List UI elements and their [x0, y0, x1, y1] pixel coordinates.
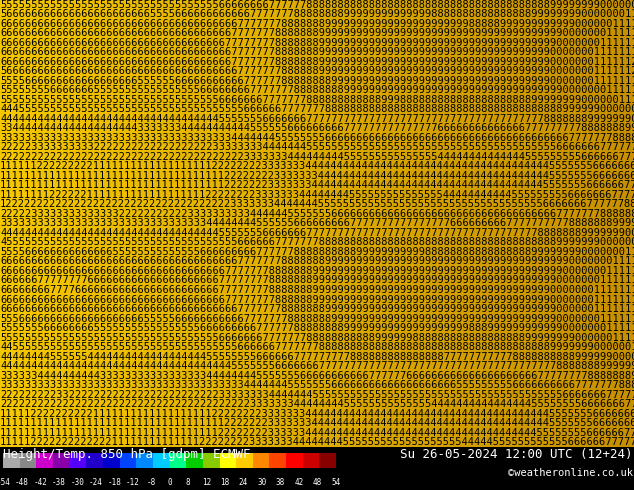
Bar [219, 453, 236, 468]
Text: Su 26-05-2024 12:00 UTC (12+24): Su 26-05-2024 12:00 UTC (12+24) [400, 448, 633, 461]
Bar [153, 453, 170, 468]
Text: 56666666666666666666666666666666666666777777788888899999999999999999999999999999: 5666666666666666666666666666666666666677… [0, 66, 634, 76]
Bar [120, 453, 136, 468]
Text: 54: 54 [332, 478, 340, 487]
Bar [20, 453, 36, 468]
Text: 66666666666666666666666666666666666677777777888888899999999999999999999999999999: 6666666666666666666666666666666666667777… [0, 38, 634, 48]
Bar [170, 453, 186, 468]
Text: 48: 48 [313, 478, 322, 487]
Text: -38: -38 [52, 478, 65, 487]
Text: 33333333333333333333333333333333333334444444555555556666666666666666666666666666: 3333333333333333333333333333333333333444… [0, 133, 634, 143]
Text: 44444444555555444444444444444444455555555666666777777777888888888888888777777777: 4444444455555544444444444444444445555555… [0, 351, 634, 362]
Text: 44444444444444444444444444444444444445555555666666677777777777777777777777777777: 4444444444444444444444444444444444444555… [0, 361, 634, 371]
Text: 22222222222222222222222222222222222222233333334444444445555555555555554444444444: 2222222222222222222222222222222222222223… [0, 152, 634, 162]
Text: 66666666666666666666666666666666666666777777788888889999999999999999999999999999: 6666666666666666666666666666666666666677… [0, 256, 634, 267]
Text: 42: 42 [294, 478, 304, 487]
Text: 44444444444444444444444444444444444555555566666667777777777777777777777777777777: 4444444444444444444444444444444444455555… [0, 228, 634, 238]
Text: ©weatheronline.co.uk: ©weatheronline.co.uk [508, 467, 633, 478]
Text: 33333333333333333333333333333333333333344444445555555666666666666666666665555555: 3333333333333333333333333333333333333334… [0, 380, 634, 390]
Text: -42: -42 [33, 478, 47, 487]
Text: 44555555555555555555555555555555555555666666777777788888888888888888888888888888: 4455555555555555555555555555555555555566… [0, 342, 634, 352]
Bar [236, 453, 253, 468]
Bar [286, 453, 303, 468]
Text: 11111222222222211111111111111111112222222233333334444444444444444444444444444444: 1111122222222221111111111111111111222222… [0, 409, 634, 418]
Text: 55566666666666666666666555556666666666677777778888888999999999999999999999999999: 5556666666666666666666655555666666666667… [0, 314, 634, 323]
Text: -48: -48 [15, 478, 29, 487]
Bar [3, 453, 20, 468]
Text: 44455555555555555555555555555555555555566666677777778888888888888888888888888888: 4445555555555555555555555555555555555556… [0, 104, 634, 114]
Text: 12222222222222222222222222222222222223333333444444455555555555555555555555555555: 1222222222222222222222222222222222222333… [0, 199, 634, 209]
Text: 22222333333333322222222222222222223333333344444445555555555555555555555555555555: 2222233333333332222222222222222222333333… [0, 143, 634, 152]
Text: 33333344444444443333333333333333344444444555555566666666666777777666666666666666: 3333334444444444333333333333333334444444… [0, 370, 634, 381]
Text: 66666677777777666666666666666666666777777778888888999999999999999999999999999999: 6666667777777766666666666666666666677777… [0, 275, 634, 286]
Text: -24: -24 [89, 478, 103, 487]
Bar [253, 453, 269, 468]
Text: Height/Temp. 850 hPa [gdpm] ECMWF: Height/Temp. 850 hPa [gdpm] ECMWF [3, 448, 250, 461]
Bar [103, 453, 120, 468]
Text: 66666666666666666666666666666666666677777778888888999999999999999999999999999999: 6666666666666666666666666666666666667777… [0, 266, 634, 276]
Bar [136, 453, 153, 468]
Text: 11111111111111111111111111111111111122222222333333344444444444444444444444444444: 1111111111111111111111111111111111112222… [0, 171, 634, 181]
Text: 55555555666666655555555555555555666666667777777888888889999999999999999999999999: 5555555566666665555555555555555566666666… [0, 85, 634, 96]
Bar [36, 453, 53, 468]
Text: 24: 24 [239, 478, 248, 487]
Bar [186, 453, 203, 468]
Text: -12: -12 [126, 478, 139, 487]
Text: 12: 12 [202, 478, 211, 487]
Text: 55555555555555555555555555555555555666666667777778888888888888888888888888888888: 5555555555555555555555555555555555566666… [0, 0, 634, 10]
Text: 30: 30 [257, 478, 267, 487]
Text: 55555555555555555555555555555555555666666677777778888888888899999988888888888888: 5555555555555555555555555555555555566666… [0, 333, 634, 343]
Text: 44444444444444444444444444444444444555555566666667777777777777777777777777777777: 4444444444444444444444444444444444455555… [0, 114, 634, 124]
Text: 0: 0 [167, 478, 172, 487]
Text: 11111111111111111111111111111111111222222223333334444444444444444444444444444444: 1111111111111111111111111111111111122222… [0, 428, 634, 438]
Text: 45555555555555555555555555555555555555666666777777788888888888888888888888888888: 4555555555555555555555555555555555555566… [0, 238, 634, 247]
Text: 66666666666666666666666666666666666677777777888888999999999999999999999999999999: 6666666666666666666666666666666666667777… [0, 294, 634, 304]
Text: 66666666777766666666666666666666666777777778888888999999999999999999999999999999: 6666666677776666666666666666666666677777… [0, 285, 634, 295]
Text: 55556666666666666666665555556666666666677777788888888999999999999999999999999999: 5555666666666666666666555555666666666667… [0, 76, 634, 86]
Text: 55555555555555555555555555555555555666666677777778888888888889998888888888888888: 5555555555555555555555555555555555566666… [0, 95, 634, 105]
Text: 18: 18 [221, 478, 230, 487]
Text: -8: -8 [146, 478, 156, 487]
Text: 22222333333333333332222222222233333333334444445555555666666666666666666666666666: 2222233333333333333222222222223333333333… [0, 209, 634, 219]
Text: 55556666666666666655555555555555666666666777777888888888899999999999888888888888: 5555666666666666665555555555555566666666… [0, 247, 634, 257]
Text: 11111222222222222211111111111111222222223333333444444445555555555555555555444445: 1111122222222222221111111111111122222222… [0, 437, 634, 447]
Bar [320, 453, 336, 468]
Text: 66666666666666666666666666666666666667777777888888899999999999999999999999999999: 6666666666666666666666666666666666666777… [0, 28, 634, 38]
Text: 38: 38 [276, 478, 285, 487]
Text: 22222222233222222222222222222222222333333334444444555555555555555555555555555555: 2222222223322222222222222222222222233333… [0, 390, 634, 399]
Bar [53, 453, 70, 468]
Text: -54: -54 [0, 478, 10, 487]
Bar [86, 453, 103, 468]
Bar [303, 453, 320, 468]
Bar [269, 453, 286, 468]
Text: 33333333333333333333333333333333344444444555555666666666777777777777777766666666: 3333333333333333333333333333333334444444… [0, 219, 634, 228]
Text: 56666666666666666666666655556666666666667777777888888889999999999999988888888888: 5666666666666666666666665555666666666666… [0, 9, 634, 19]
Text: 22222222222222222222222222222222222222223333333444444445555555555555544444444444: 2222222222222222222222222222222222222222… [0, 399, 634, 409]
Text: 66666666666666666666666666666666666666777777788888889999999999999999999999988888: 6666666666666666666666666666666666666677… [0, 19, 634, 29]
Text: 66666666666666666666666666666666666667777777888888899999999999999999999999999999: 6666666666666666666666666666666666666777… [0, 57, 634, 67]
Text: 11111111111111111111111111111111111122222223333333444444444444444444444444444444: 1111111111111111111111111111111111112222… [0, 418, 634, 428]
Text: 11111122222222211111111111111111112222222233333334444444444444444444444444444444: 1111112222222221111111111111111111222222… [0, 161, 634, 172]
Text: 66666666666666666666666666666666666666777777788888889999999999999999999999999999: 6666666666666666666666666666666666666677… [0, 304, 634, 314]
Bar [70, 453, 86, 468]
Text: 33444444444444444444443333333444444444445555556666666667777777777777776666666666: 3344444444444444444444333333344444444444… [0, 123, 634, 133]
Text: 11111111222222111111111111111111122222222333333344444444555555555555555444444444: 1111111122222211111111111111111112222222… [0, 190, 634, 200]
Text: 11111111111111111111111111111111111122222223333333444444444444444444444444444444: 1111111111111111111111111111111111112222… [0, 180, 634, 191]
Text: 66666666666666666666666666666666666667777777888888899999999999999999999999999999: 6666666666666666666666666666666666666777… [0, 48, 634, 57]
Text: -18: -18 [107, 478, 121, 487]
Bar [203, 453, 219, 468]
Text: 8: 8 [186, 478, 190, 487]
Text: -30: -30 [70, 478, 84, 487]
Text: 55555556666666655555555555555555666666666777777888888889999999999999999999988899: 5555555666666665555555555555555566666666… [0, 323, 634, 333]
